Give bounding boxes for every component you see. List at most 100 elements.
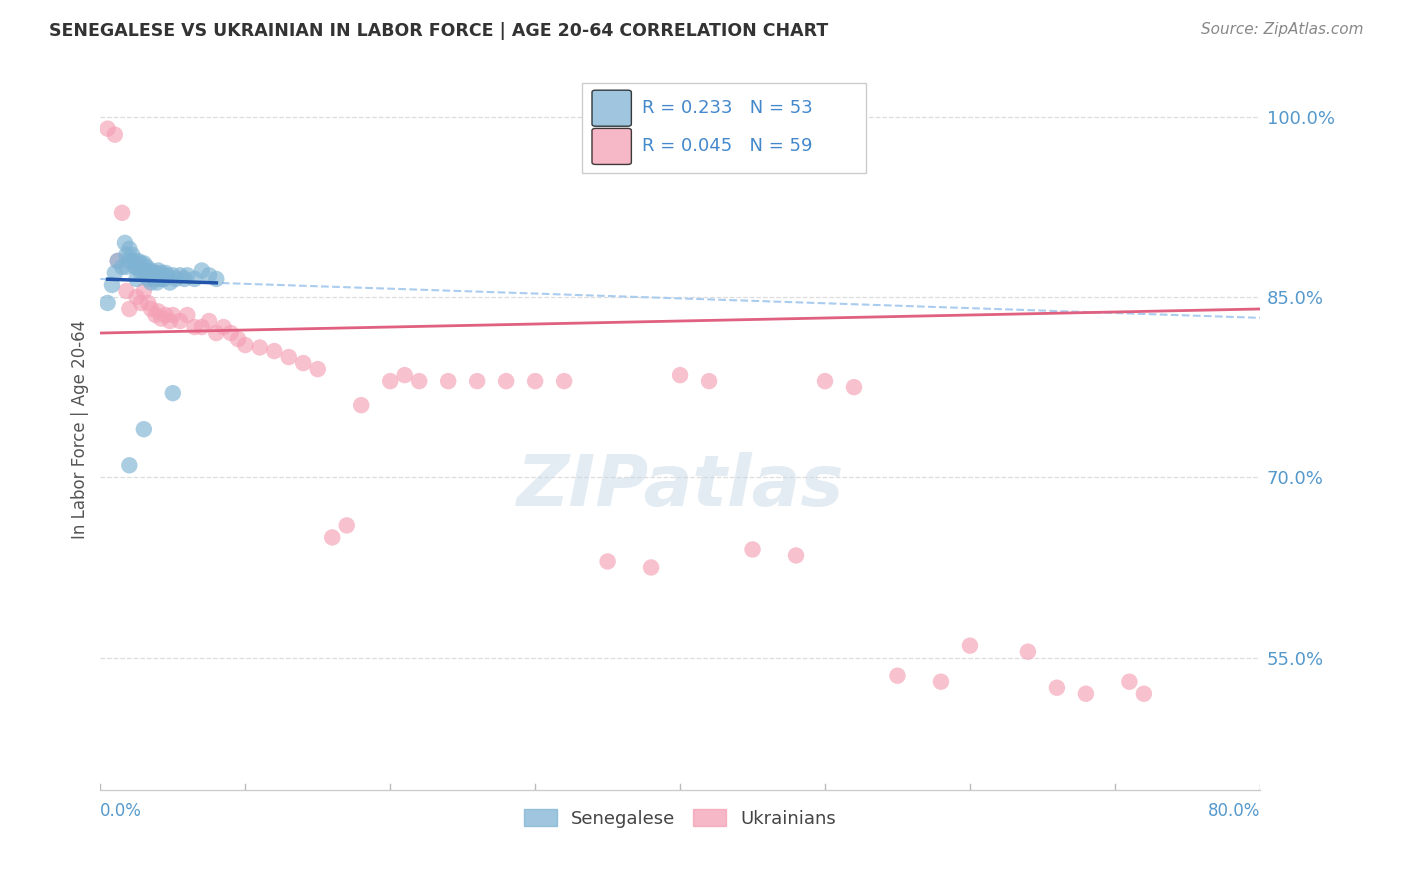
Legend: Senegalese, Ukrainians: Senegalese, Ukrainians xyxy=(517,802,844,835)
Point xyxy=(198,268,221,283)
Point xyxy=(886,669,908,683)
Point xyxy=(205,272,228,286)
Point xyxy=(212,320,235,334)
Point xyxy=(134,263,156,277)
Point xyxy=(669,368,692,383)
Point xyxy=(495,374,517,388)
Point xyxy=(814,374,837,388)
Point xyxy=(394,368,416,383)
Point xyxy=(145,266,167,280)
Point xyxy=(219,326,242,340)
Point xyxy=(135,260,157,274)
Point xyxy=(115,284,138,298)
Text: SENEGALESE VS UKRAINIAN IN LABOR FORCE | AGE 20-64 CORRELATION CHART: SENEGALESE VS UKRAINIAN IN LABOR FORCE |… xyxy=(49,22,828,40)
Point xyxy=(136,266,159,280)
Point xyxy=(121,248,143,262)
Point xyxy=(169,314,191,328)
Text: Source: ZipAtlas.com: Source: ZipAtlas.com xyxy=(1201,22,1364,37)
Text: ZIPatlas: ZIPatlas xyxy=(516,452,844,522)
Point xyxy=(97,121,120,136)
Point xyxy=(785,549,807,563)
Point xyxy=(139,263,162,277)
Point xyxy=(1046,681,1069,695)
Point xyxy=(640,560,662,574)
Point xyxy=(122,253,145,268)
Point xyxy=(125,290,148,304)
Point xyxy=(118,458,141,473)
Point xyxy=(176,268,198,283)
Point xyxy=(173,272,195,286)
Point xyxy=(138,268,160,283)
Point xyxy=(155,266,177,280)
Point xyxy=(128,260,150,274)
Point xyxy=(380,374,402,388)
Point xyxy=(1118,674,1140,689)
Point xyxy=(114,235,136,250)
Point xyxy=(226,332,249,346)
Point xyxy=(111,206,134,220)
Point xyxy=(153,272,176,286)
Point xyxy=(263,344,285,359)
FancyBboxPatch shape xyxy=(592,90,631,127)
Point xyxy=(741,542,763,557)
Point xyxy=(249,341,271,355)
Point xyxy=(125,272,148,286)
Point xyxy=(143,272,166,286)
Point xyxy=(156,268,179,283)
Point xyxy=(125,260,148,274)
Point xyxy=(336,518,359,533)
Point xyxy=(101,277,124,292)
Point xyxy=(1017,645,1039,659)
Point xyxy=(205,326,228,340)
Point xyxy=(145,308,167,322)
Point xyxy=(959,639,981,653)
Point xyxy=(437,374,460,388)
Point xyxy=(150,311,173,326)
Point xyxy=(183,320,205,334)
Point xyxy=(136,272,159,286)
Text: R = 0.233   N = 53: R = 0.233 N = 53 xyxy=(641,99,813,117)
Point xyxy=(118,253,141,268)
FancyBboxPatch shape xyxy=(582,83,866,173)
Point xyxy=(159,314,181,328)
Point xyxy=(146,276,169,290)
Point xyxy=(132,284,155,298)
Point xyxy=(321,530,343,544)
Point xyxy=(191,263,214,277)
Point xyxy=(132,422,155,436)
Point xyxy=(697,374,720,388)
Point xyxy=(129,296,152,310)
Point xyxy=(155,308,177,322)
Text: R = 0.045   N = 59: R = 0.045 N = 59 xyxy=(641,137,813,155)
Point xyxy=(150,266,173,280)
Point xyxy=(139,276,162,290)
Point xyxy=(104,128,127,142)
Point xyxy=(162,386,184,401)
Point xyxy=(842,380,865,394)
Point xyxy=(183,272,205,286)
Point xyxy=(118,301,141,316)
Point xyxy=(277,350,299,364)
Point xyxy=(148,263,170,277)
Point xyxy=(127,253,149,268)
Point xyxy=(233,338,256,352)
Point xyxy=(408,374,430,388)
Point xyxy=(115,248,138,262)
Point xyxy=(97,296,120,310)
Point xyxy=(1074,687,1097,701)
Point xyxy=(169,268,191,283)
Point xyxy=(929,674,952,689)
Point xyxy=(136,296,159,310)
Point xyxy=(350,398,373,412)
Point xyxy=(162,268,184,283)
Point xyxy=(141,268,163,283)
Point xyxy=(307,362,329,376)
Point xyxy=(1133,687,1156,701)
Point xyxy=(107,253,129,268)
Y-axis label: In Labor Force | Age 20-64: In Labor Force | Age 20-64 xyxy=(72,319,89,539)
Point xyxy=(148,304,170,318)
Point xyxy=(129,266,152,280)
Point xyxy=(118,242,141,256)
Point xyxy=(104,266,127,280)
Point xyxy=(465,374,488,388)
